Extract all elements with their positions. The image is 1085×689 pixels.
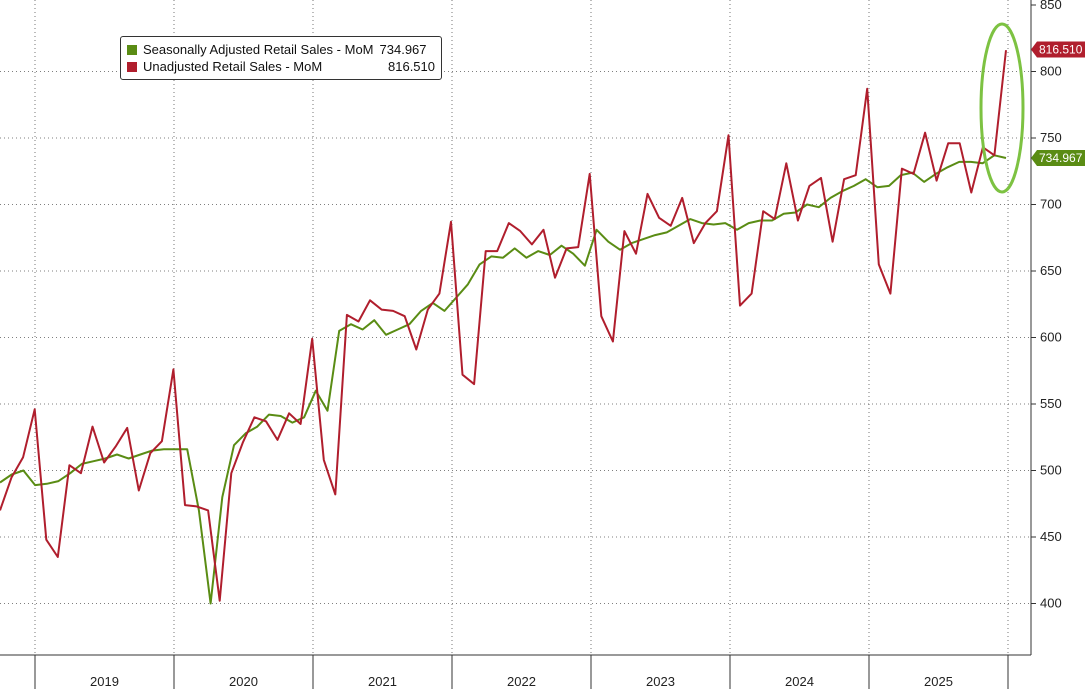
legend-swatch-red (127, 61, 137, 72)
flag-shape (1031, 149, 1085, 166)
y-tick-label: 800 (1040, 64, 1062, 79)
x-tick-label: 2022 (507, 674, 536, 689)
y-tick-label: 450 (1040, 529, 1062, 544)
series-line-unadjusted (0, 50, 1007, 602)
flag-label: 734.967 (1039, 151, 1083, 165)
x-axis: 2019 2020 2021 2022 2023 2024 2025 (0, 654, 1031, 689)
last-value-flag: 734.967 (1031, 149, 1085, 166)
y-tick-label: 850 (1040, 0, 1062, 12)
y-tick-label: 750 (1040, 130, 1062, 145)
legend-value: 816.510 (388, 59, 435, 74)
x-tick-label: 2019 (90, 674, 119, 689)
legend-value: 734.967 (379, 42, 427, 57)
legend-entry-seasonally-adjusted: Seasonally Adjusted Retail Sales - MoM 7… (127, 41, 435, 58)
y-axis: 400 450 500 550 600 650 700 750 800 850 (1030, 0, 1062, 655)
y-tick-label: 650 (1040, 263, 1062, 278)
legend: Seasonally Adjusted Retail Sales - MoM 7… (120, 36, 442, 80)
y-tick-label: 400 (1040, 596, 1062, 611)
series-line-seasonally-adjusted (0, 154, 1007, 605)
x-tick-label: 2021 (368, 674, 397, 689)
legend-label: Seasonally Adjusted Retail Sales - MoM (143, 42, 374, 57)
y-tick-label: 550 (1040, 396, 1062, 411)
x-tick-label: 2020 (229, 674, 258, 689)
grid-lines (0, 0, 1031, 655)
series-lines (0, 50, 1007, 605)
last-value-flag: 816.510 (1031, 41, 1085, 58)
y-tick-label: 700 (1040, 197, 1062, 212)
x-tick-label: 2024 (785, 674, 814, 689)
x-tick-label: 2023 (646, 674, 675, 689)
x-tick-label: 2025 (924, 674, 953, 689)
y-tick-label: 600 (1040, 330, 1062, 345)
y-tick-label: 500 (1040, 463, 1062, 478)
highlight-annotation (979, 22, 1025, 194)
legend-entry-unadjusted: Unadjusted Retail Sales - MoM 816.510 (127, 58, 435, 75)
legend-swatch-green (127, 44, 137, 55)
flag-shape (1031, 41, 1085, 58)
flag-label: 816.510 (1039, 43, 1083, 57)
legend-label: Unadjusted Retail Sales - MoM (143, 59, 323, 74)
highlight-ellipse (979, 22, 1025, 194)
last-value-flags: 734.967 816.510 (1031, 41, 1085, 166)
